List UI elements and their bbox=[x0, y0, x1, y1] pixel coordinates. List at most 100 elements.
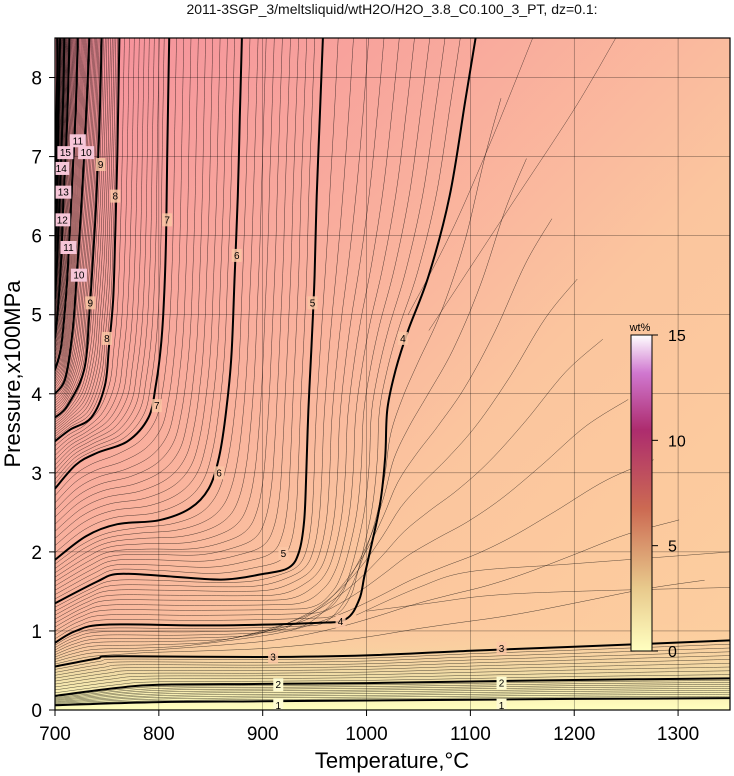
y-tick-label: 6 bbox=[31, 227, 42, 248]
minor-contour-line bbox=[55, 674, 730, 694]
colorbar-ticks: 0 5 10 15 bbox=[652, 328, 686, 661]
x-tick-label: 900 bbox=[247, 724, 279, 745]
minor-contour-line bbox=[55, 38, 316, 600]
contour-label-bg bbox=[496, 698, 507, 710]
contour-label-bg bbox=[70, 268, 87, 282]
minor-contour-line bbox=[55, 38, 94, 402]
plot-background bbox=[55, 38, 730, 710]
contour-label-bg bbox=[101, 331, 112, 345]
contour-label: 13 bbox=[58, 188, 70, 199]
y-tick-label: 2 bbox=[31, 543, 42, 564]
contour-label: 3 bbox=[270, 653, 276, 664]
contour-label: 14 bbox=[56, 164, 68, 175]
contour-label: 10 bbox=[81, 148, 93, 159]
contour-level-11 bbox=[55, 38, 79, 371]
minor-contour-line bbox=[55, 38, 135, 456]
minor-contour-line bbox=[428, 38, 616, 331]
x-axis: 700 800 900 1000 1100 1200 1300 bbox=[39, 710, 699, 745]
contour-label-bg bbox=[162, 213, 173, 227]
y-tick-label: 8 bbox=[31, 69, 42, 90]
chart-title: 2011-3SGP_3/meltsliquid/wtH2O/H2O_3.8_C0… bbox=[186, 1, 597, 17]
colorbar-tick-label: 5 bbox=[668, 539, 677, 556]
contour-label-bg bbox=[69, 134, 86, 148]
y-tick-label: 5 bbox=[31, 306, 42, 327]
contour-label: 2 bbox=[499, 679, 505, 690]
contour-label-bg bbox=[55, 185, 72, 199]
colorbar: wt% 0 5 10 15 bbox=[629, 322, 686, 661]
minor-contour-line bbox=[55, 38, 199, 518]
minor-contour-line bbox=[55, 38, 88, 390]
minor-contour-line bbox=[55, 686, 730, 700]
minor-contour-line bbox=[55, 38, 72, 345]
minor-contour-line bbox=[55, 38, 140, 461]
minor-contour-line bbox=[55, 38, 93, 399]
minor-contour-line bbox=[55, 38, 446, 636]
contour-label: 3 bbox=[499, 644, 505, 655]
contour-label: 9 bbox=[88, 298, 94, 309]
contour-label-bg bbox=[60, 241, 77, 255]
contour-label-bg bbox=[335, 614, 346, 628]
contour-label-bg bbox=[307, 296, 318, 310]
minor-contour-line bbox=[366, 587, 730, 612]
contour-label-bg bbox=[55, 213, 71, 227]
contour-level-10 bbox=[55, 38, 91, 395]
y-tick-label: 0 bbox=[31, 701, 42, 722]
minor-contour-line bbox=[55, 38, 259, 569]
minor-contour-line bbox=[55, 38, 87, 387]
contour-label-bg bbox=[57, 146, 74, 160]
minor-contour-line bbox=[55, 38, 125, 447]
contour-label-bg bbox=[397, 331, 408, 345]
contour-label: 5 bbox=[310, 298, 316, 309]
contour-label: 7 bbox=[164, 215, 170, 226]
contour-label: 11 bbox=[73, 136, 84, 147]
minor-contour-line bbox=[55, 688, 730, 701]
contour-label: 2 bbox=[275, 680, 281, 691]
contour-label: 10 bbox=[73, 271, 85, 282]
y-tick-label: 3 bbox=[31, 464, 42, 485]
contour-label: 5 bbox=[281, 549, 287, 560]
minor-contour-line bbox=[55, 459, 654, 660]
minor-contour-line bbox=[55, 339, 603, 655]
contour-label-bg bbox=[110, 189, 121, 203]
contour-label-bg bbox=[268, 650, 279, 664]
contour-label-bg bbox=[496, 641, 507, 655]
minor-contour-line bbox=[55, 38, 101, 416]
minor-contour-line bbox=[55, 38, 85, 385]
minor-contour-line bbox=[55, 651, 730, 676]
colorbar-gradient bbox=[630, 334, 653, 652]
contour-level-3 bbox=[55, 639, 730, 668]
minor-contour-line bbox=[55, 38, 81, 375]
contour-label-bg bbox=[273, 678, 284, 692]
minor-contour-line bbox=[55, 38, 415, 628]
x-tick-label: 1100 bbox=[450, 724, 491, 745]
minor-contour-line bbox=[55, 38, 283, 582]
minor-contour-line bbox=[55, 38, 96, 406]
y-axis: 0 1 2 3 4 5 6 7 8 bbox=[31, 69, 55, 722]
contour-label: 7 bbox=[154, 401, 160, 412]
contour-label-bg bbox=[78, 146, 95, 160]
minor-contour-line bbox=[55, 647, 730, 673]
minor-contour-line bbox=[55, 38, 111, 430]
contour-label-bg bbox=[95, 157, 106, 171]
y-tick-label: 1 bbox=[31, 622, 42, 643]
plot-frame bbox=[54, 37, 731, 711]
contour-label: 4 bbox=[400, 334, 406, 345]
contour-label-bg bbox=[496, 676, 507, 690]
x-tick-label: 1300 bbox=[657, 724, 699, 745]
contour-label: 1 bbox=[499, 701, 505, 712]
contour-level-4 bbox=[55, 38, 477, 644]
minor-contour-line bbox=[55, 98, 502, 646]
contour-label: 11 bbox=[63, 243, 74, 254]
minor-contour-line bbox=[55, 38, 77, 364]
x-tick-label: 700 bbox=[39, 724, 71, 745]
minor-contour-line bbox=[55, 38, 461, 639]
minor-contour-line bbox=[55, 38, 267, 573]
colorbar-title: wt% bbox=[629, 322, 651, 334]
minor-contour-line bbox=[55, 38, 228, 546]
minor-contour-line bbox=[55, 38, 104, 421]
contour-label: 15 bbox=[60, 148, 72, 159]
minor-contour-line bbox=[55, 38, 89, 392]
contour-level-7 bbox=[55, 38, 171, 490]
contour-label: 9 bbox=[98, 160, 104, 171]
